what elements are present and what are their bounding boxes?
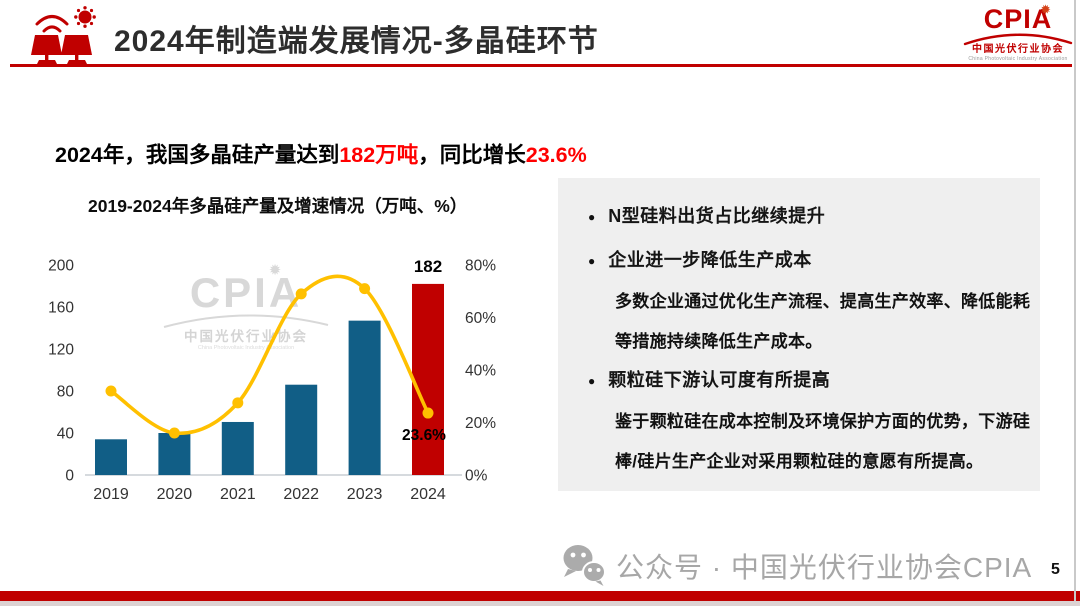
y-axis-left-tick: 120 (48, 342, 74, 359)
bullet-icon: ● (588, 254, 596, 268)
page-title: 2024年制造端发展情况-多晶硅环节 (114, 25, 599, 58)
growth-point-2020 (168, 427, 180, 439)
bar-2024 (412, 283, 444, 475)
x-axis-label: 2019 (93, 486, 129, 503)
headline-part-1: 2024年，我国多晶硅产量达到 (55, 143, 340, 167)
watermark-swoosh-icon (163, 314, 329, 328)
headline: 2024年，我国多晶硅产量达到182万吨，同比增长23.6% (55, 138, 587, 169)
header-divider (10, 64, 1072, 67)
cpia-logo: ✹ CPIA 中国光伏行业协会 China Photovoltaic Indus… (961, 2, 1075, 62)
bullet-icon: ● (588, 210, 596, 224)
page-number: 5 (1051, 561, 1060, 578)
y-axis-right-tick: 40% (465, 363, 496, 380)
y-axis-left-tick: 160 (48, 300, 74, 317)
wechat-account-label: 公众号 · 中国光伏行业协会CPIA (616, 552, 1033, 583)
x-axis-label: 2021 (220, 486, 256, 503)
y-axis-right-tick: 0% (465, 468, 488, 485)
headline-part-2: ，同比增长 (418, 143, 526, 167)
bullet-icon: ● (588, 374, 596, 388)
bullet-title-3: 颗粒硅下游认可度有所提高 (608, 370, 831, 390)
growth-point-2024 (422, 407, 434, 419)
bar-2022 (285, 384, 318, 475)
headline-value-growth: 23.6% (525, 143, 587, 167)
chart-area: ✹ CPIA 中国光伏行业协会 China Photovoltaic Indus… (40, 245, 510, 515)
solar-panel-icon (31, 6, 96, 64)
bar-2019 (95, 439, 127, 475)
cpia-watermark: ✹ CPIA 中国光伏行业协会 China Photovoltaic Indus… (158, 263, 334, 351)
x-axis-label: 2023 (347, 486, 383, 503)
cpia-logo-en: China Photovoltaic Industry Association (968, 56, 1068, 62)
y-axis-left-tick: 40 (57, 426, 75, 443)
bar-value-label-2024: 182 (414, 257, 442, 276)
watermark-text: CPIA (189, 269, 303, 316)
bottom-strip (0, 601, 1080, 606)
watermark-sun-icon: ✹ (268, 262, 282, 279)
bar-2021 (221, 421, 254, 475)
x-axis-label: 2024 (410, 486, 446, 503)
growth-point-2019 (105, 385, 117, 397)
production-growth-chart: 0 40 80 120 160 200 0% 20% 40% 60% 80% 2019 2020 2021… (48, 257, 496, 503)
cpia-logo-sun-icon: ✹ (1040, 2, 1051, 17)
x-axis-label: 2020 (157, 486, 193, 503)
bullet-title-1: N型硅料出货占比继续提升 (608, 206, 826, 226)
bar-2020 (158, 433, 191, 475)
cpia-logo-swoosh-icon (963, 33, 1073, 46)
slide-right-edge (1074, 0, 1076, 601)
bullet-title-2: 企业进一步降低生产成本 (608, 250, 812, 270)
y-axis-left-tick: 0 (65, 468, 74, 485)
wechat-icon (563, 545, 606, 586)
bar-2023 (348, 320, 381, 475)
growth-point-2023 (359, 283, 371, 295)
x-axis-label: 2022 (283, 486, 319, 503)
bullet-body-2: 多数企业通过优化生产流程、提高生产效率、降低能耗等措施持续降低生产成本。 (615, 292, 1031, 351)
y-axis-left-tick: 80 (57, 384, 75, 401)
headline-value-production: 182万吨 (339, 143, 419, 167)
cpia-logo-cn: 中国光伏行业协会 (972, 44, 1064, 55)
y-axis-left-tick: 200 (48, 258, 74, 275)
bottom-red-bar (0, 591, 1080, 601)
growth-point-2022 (295, 288, 307, 300)
watermark-en: China Photovoltaic Industry Association (197, 344, 295, 351)
y-axis-right-tick: 20% (465, 415, 496, 432)
bullet-body-3: 鉴于颗粒硅在成本控制及环境保护方面的优势，下游硅棒/硅片生产企业对采用颗粒硅的意… (615, 412, 1031, 471)
y-axis-right-tick: 60% (465, 310, 496, 327)
cpia-logo-text: CPIA (983, 4, 1053, 34)
y-axis-right-tick: 80% (465, 258, 496, 275)
key-points-panel: ● N型硅料出货占比继续提升 ● 企业进一步降低生产成本 多数企业通过优化生产流… (558, 178, 1040, 491)
chart-title: 2019-2024年多晶硅产量及增速情况（万吨、%） (88, 196, 468, 216)
growth-value-label-2024: 23.6% (402, 427, 446, 444)
growth-point-2021 (232, 397, 244, 409)
